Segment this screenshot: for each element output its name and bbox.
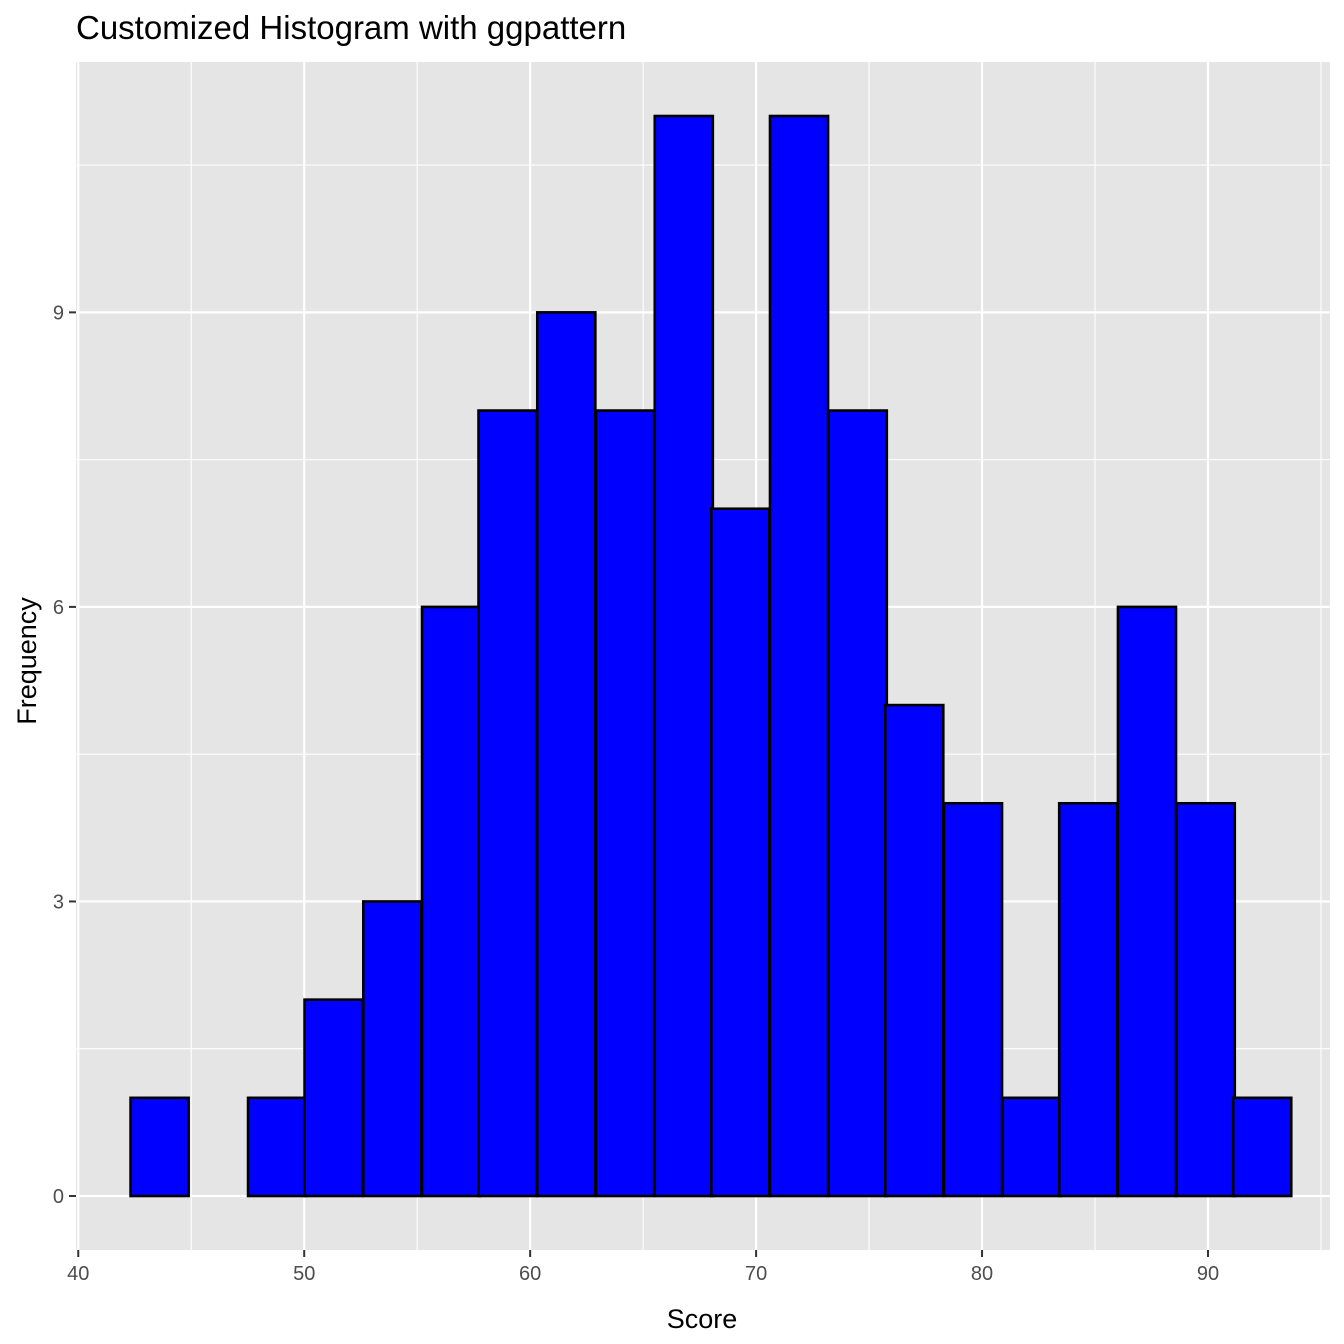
histogram-bar [303, 998, 364, 1198]
histogram-bar [420, 605, 482, 1198]
y-tick-label: 9 [53, 302, 64, 324]
y-axis-title: Frequency [12, 597, 42, 725]
histogram-bar [246, 1096, 308, 1198]
histogram-bar [709, 507, 771, 1198]
histogram-bar [477, 409, 538, 1198]
chart-title: Customized Histogram with ggpattern [76, 9, 626, 46]
x-tick-label: 80 [971, 1263, 993, 1285]
histogram-bar [129, 1096, 190, 1198]
histogram-bar [1057, 801, 1119, 1198]
x-axis-title: Score [667, 1304, 738, 1334]
histogram-bar [768, 114, 830, 1198]
x-tick-label: 50 [293, 1263, 315, 1285]
y-tick-label: 3 [53, 891, 64, 913]
histogram-bar [361, 900, 423, 1198]
histogram-bar [942, 801, 1004, 1198]
x-tick-label: 90 [1197, 1263, 1219, 1285]
histogram-bar [594, 409, 656, 1198]
x-tick-label: 60 [519, 1263, 541, 1285]
histogram-bar [827, 409, 889, 1198]
histogram-bar [1001, 1096, 1063, 1198]
x-tick-label: 40 [67, 1263, 89, 1285]
y-tick-label: 0 [53, 1186, 64, 1208]
histogram-bar [653, 114, 715, 1198]
y-tick-label: 6 [53, 597, 64, 619]
histogram-bar [1175, 801, 1237, 1198]
histogram-bars [129, 114, 1293, 1198]
histogram-bar [535, 311, 597, 1198]
x-tick-label: 70 [745, 1263, 767, 1285]
histogram-bar [1231, 1096, 1293, 1198]
histogram-bar [1116, 605, 1178, 1198]
axes: 40 50 60 70 80 90 0 3 6 9 [53, 302, 1219, 1285]
histogram-bar [883, 703, 945, 1198]
